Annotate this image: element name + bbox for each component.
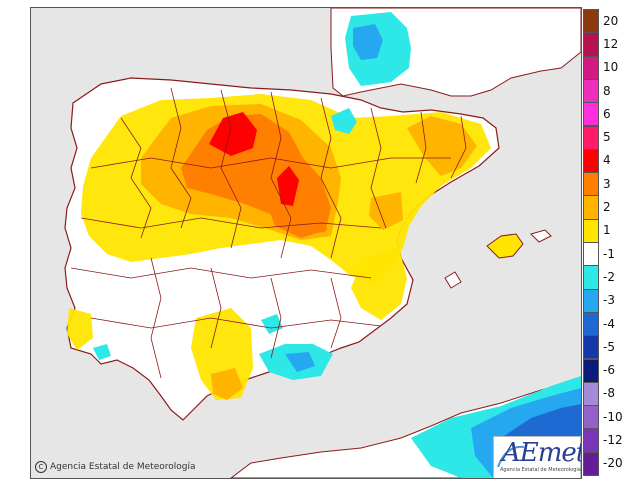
mallorca bbox=[486, 233, 524, 259]
legend-swatch bbox=[583, 218, 599, 243]
legend-label: -3 bbox=[603, 293, 615, 308]
logo-wordmark: AEmet bbox=[502, 438, 582, 468]
legend-swatch bbox=[583, 358, 599, 383]
ibiza bbox=[444, 271, 462, 289]
anomaly-map bbox=[31, 8, 581, 478]
anomaly-minus-1-west bbox=[93, 344, 111, 360]
color-legend: 20 12 10 8 6 5 4 3 2 1 -1 -2 -3 -4 -5 -6 -8 -10 -12 -20 bbox=[583, 7, 630, 477]
copyright-notice: C Agencia Estatal de Meteorología bbox=[35, 461, 196, 473]
legend-swatch bbox=[583, 381, 599, 407]
legend-swatch bbox=[583, 148, 599, 174]
legend-label: 12 bbox=[603, 36, 619, 51]
legend-swatch bbox=[583, 125, 599, 150]
legend-swatch bbox=[583, 405, 599, 430]
copyright-icon: C bbox=[35, 461, 47, 473]
anomaly-plus-4-center bbox=[277, 166, 299, 206]
legend-swatch bbox=[583, 428, 599, 453]
legend-swatch bbox=[583, 288, 599, 313]
legend-label: 6 bbox=[603, 106, 611, 121]
legend-label: 20 bbox=[603, 13, 619, 28]
legend-swatch bbox=[583, 265, 599, 290]
legend-label: 8 bbox=[603, 83, 611, 98]
anomaly-plus-4-north bbox=[209, 112, 257, 156]
legend-label: 4 bbox=[603, 153, 611, 168]
anomaly-minus-1-pyrenees bbox=[331, 108, 357, 134]
legend-label: 10 bbox=[603, 60, 619, 75]
province-borders bbox=[70, 87, 467, 379]
anomaly-plus-1-portugal bbox=[67, 308, 93, 350]
legend-label: -2 bbox=[603, 269, 615, 284]
copyright-text: Agencia Estatal de Meteorología bbox=[50, 462, 196, 472]
legend-label: -4 bbox=[603, 316, 615, 331]
legend-label: 1 bbox=[603, 223, 611, 238]
legend-label: 5 bbox=[603, 130, 611, 145]
legend-swatch bbox=[583, 78, 599, 104]
legend-swatch bbox=[583, 335, 599, 360]
legend-swatch bbox=[583, 451, 599, 476]
legend-swatch bbox=[583, 55, 599, 80]
anomaly-minus-2-gulf bbox=[353, 24, 383, 60]
legend-swatch bbox=[583, 172, 599, 197]
anomaly-minus-1-jaen bbox=[261, 314, 283, 334]
anomaly-plus-2-east bbox=[369, 192, 403, 230]
anomaly-minus-2-andalusia bbox=[285, 352, 315, 372]
legend-swatch bbox=[583, 32, 599, 57]
legend-label: 3 bbox=[603, 176, 611, 191]
legend-swatch bbox=[583, 195, 599, 220]
logo-swoosh-icon bbox=[497, 445, 525, 468]
legend-swatch bbox=[583, 102, 599, 127]
legend-swatch bbox=[583, 242, 599, 267]
legend-label: -20 bbox=[603, 456, 623, 471]
legend-label: -6 bbox=[603, 363, 615, 378]
legend-label: -12 bbox=[603, 433, 623, 448]
legend-swatch bbox=[583, 9, 599, 34]
legend-label: -5 bbox=[603, 339, 615, 354]
legend-label: -1 bbox=[603, 246, 615, 261]
anomaly-plus-2-south bbox=[211, 368, 243, 400]
legend-label: -8 bbox=[603, 386, 615, 401]
legend-swatch bbox=[583, 311, 599, 337]
legend-label: 2 bbox=[603, 200, 611, 215]
menorca bbox=[530, 229, 552, 243]
map-frame: C Agencia Estatal de Meteorología AEmet … bbox=[30, 7, 582, 479]
logo-subtitle: Agencia Estatal de Meteorología bbox=[500, 467, 581, 473]
anomaly-plus-1-east bbox=[351, 248, 407, 320]
legend-label: -10 bbox=[603, 409, 623, 424]
aemet-logo: AEmet Agencia Estatal de Meteorología bbox=[493, 436, 582, 478]
